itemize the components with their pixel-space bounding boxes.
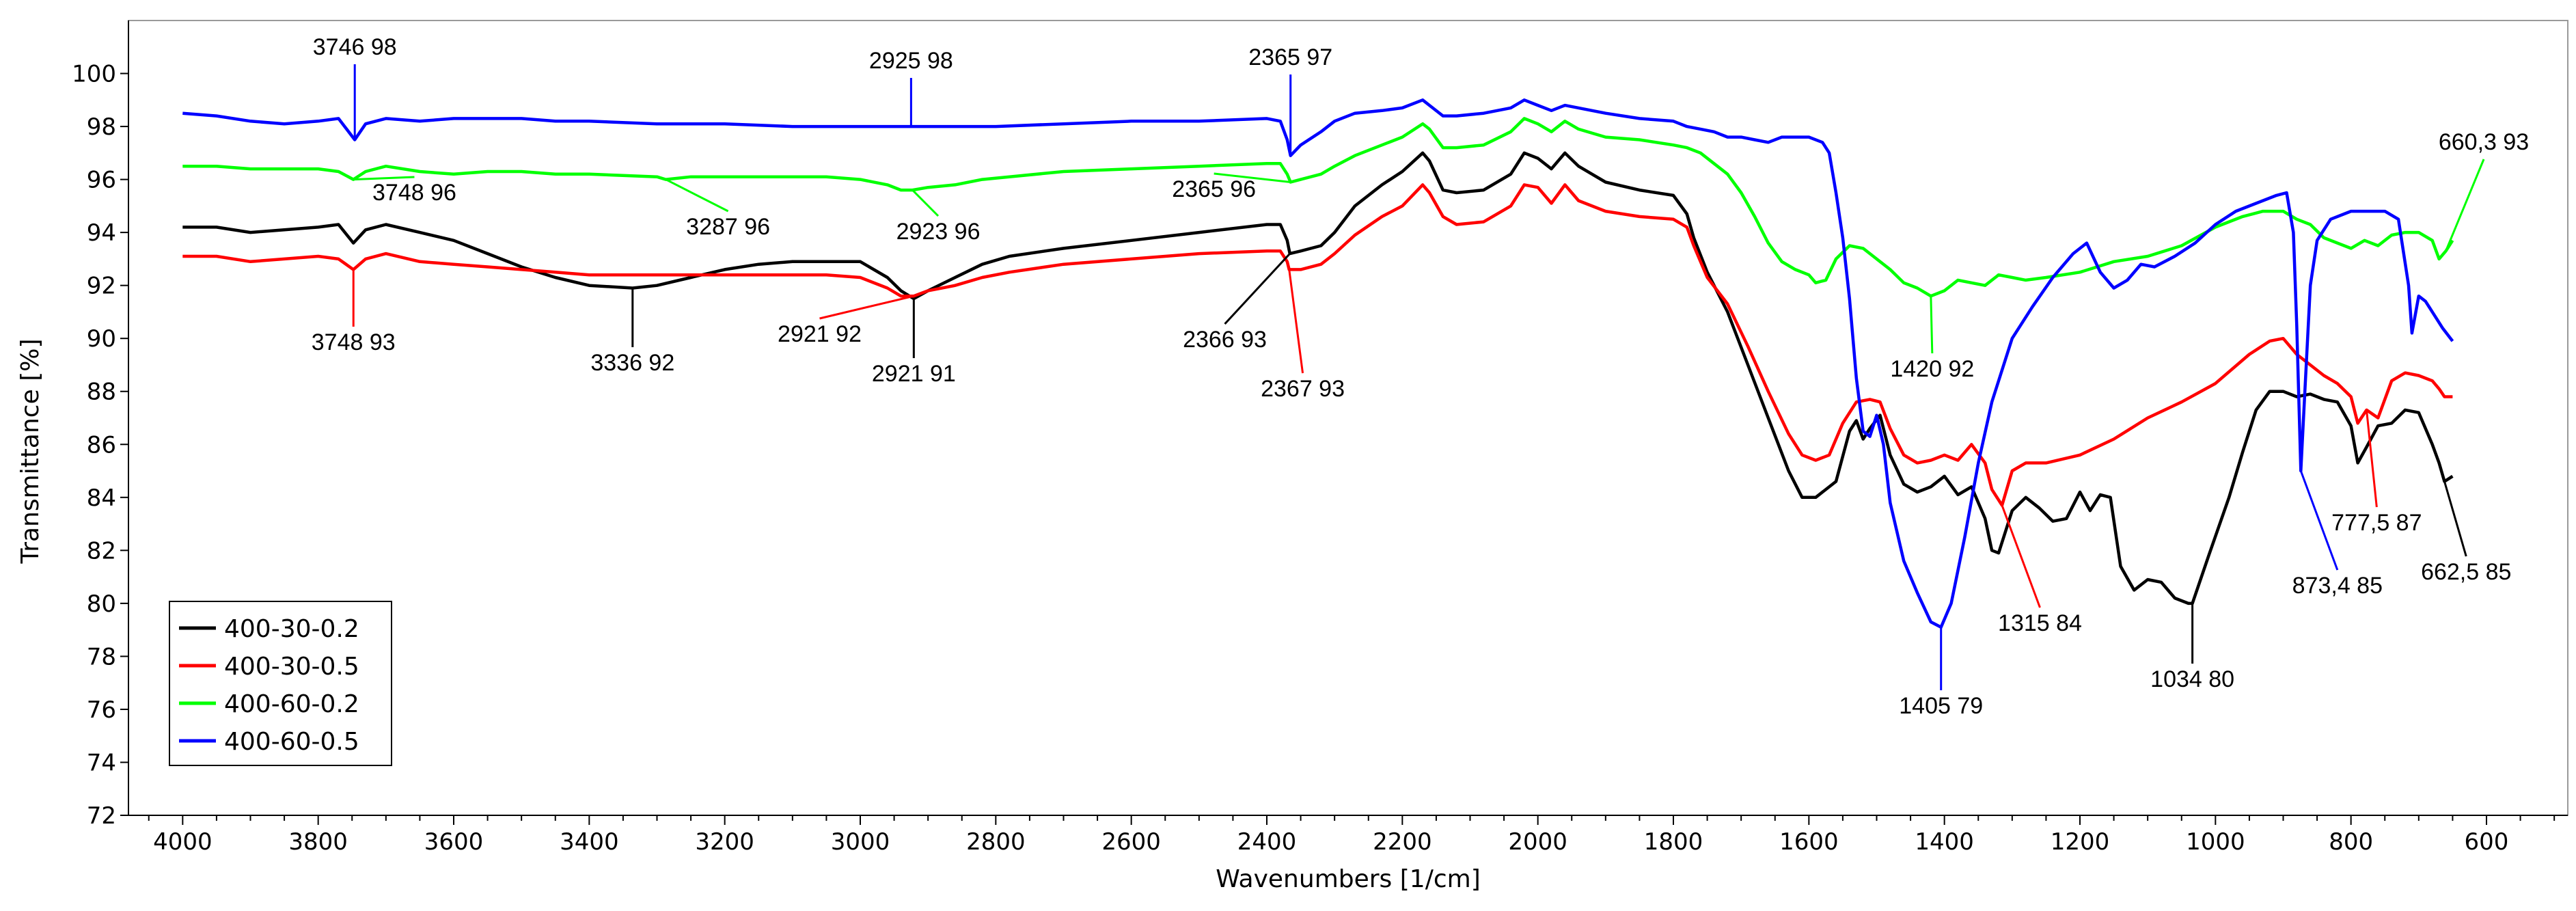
annotation-label: 3748 96 (372, 180, 456, 206)
legend-label: 400-30-0.2 (224, 615, 359, 643)
x-tick-label: 3800 (288, 828, 348, 856)
annotation-label: 660,3 93 (2439, 129, 2529, 155)
y-tick-label: 94 (87, 219, 116, 247)
annotation-label: 2921 91 (872, 361, 956, 387)
x-tick-label: 4000 (153, 828, 213, 856)
y-tick-label: 78 (87, 643, 116, 670)
y-tick-label: 98 (87, 113, 116, 141)
annotation-label: 2366 93 (1183, 327, 1267, 353)
series-line-400-30-0.5 (182, 183, 2453, 507)
annotation-leader (2299, 470, 2339, 571)
annotation-leader (1288, 269, 1304, 374)
annotation-label: 1405 79 (1899, 693, 1983, 719)
annotation-leader (353, 176, 415, 181)
series-line-400-60-0.2 (182, 117, 2454, 298)
annotation-label: 2921 92 (778, 321, 862, 347)
series-line-400-30-0.2 (182, 151, 2454, 606)
x-tick-label: 2600 (1101, 828, 1161, 856)
y-tick-label: 86 (87, 431, 116, 459)
annotation-label: 3748 93 (312, 329, 396, 355)
x-tick-label: 1400 (1915, 828, 1974, 856)
annotation-label: 3287 96 (686, 214, 770, 240)
x-tick-label: 1600 (1779, 828, 1839, 856)
x-tick-label: 1000 (2186, 828, 2245, 856)
y-tick-label: 90 (87, 325, 116, 353)
annotation-leader (2445, 159, 2485, 251)
annotation-leader (2001, 504, 2041, 608)
annotation-leader (665, 178, 729, 213)
x-axis-title: Wavenumbers [1/cm] (1216, 865, 1481, 893)
y-axis-title: Transmittance [%] (16, 339, 44, 565)
annotation-label: 1034 80 (2150, 666, 2234, 692)
series-line-400-60-0.5 (182, 98, 2454, 629)
annotation-leader (1930, 296, 1934, 354)
annotation-label: 2365 97 (1248, 44, 1332, 70)
annotation-leader (1224, 253, 1291, 325)
x-tick-label: 2800 (966, 828, 1026, 856)
annotation-label: 1315 84 (1998, 610, 2082, 636)
x-axis-ticks: 4000 3800 3600 3400 3200 3000 2800 2600 2400 2200… (148, 815, 2556, 856)
annotation-label: 777,5 87 (2331, 510, 2422, 536)
x-tick-label: 3600 (424, 828, 484, 856)
annotation-label: 2365 96 (1172, 176, 1256, 202)
annotation-label: 3746 98 (313, 34, 397, 60)
x-tick-label: 3000 (831, 828, 890, 856)
annotation-label: 2367 93 (1261, 376, 1345, 402)
x-tick-label: 3200 (695, 828, 754, 856)
y-tick-label: 92 (87, 273, 116, 300)
legend-label: 400-60-0.5 (224, 728, 359, 756)
annotation-label: 662,5 85 (2421, 559, 2511, 585)
legend-label: 400-60-0.2 (224, 690, 359, 718)
x-tick-label: 800 (2329, 828, 2373, 856)
x-tick-label: 2200 (1373, 828, 1432, 856)
x-tick-label: 3400 (560, 828, 619, 856)
y-tick-label: 80 (87, 590, 116, 618)
legend-label: 400-30-0.5 (224, 653, 359, 681)
series-layer (182, 98, 2454, 629)
annotation-label: 873,4 85 (2292, 573, 2383, 599)
legend: 400-30-0.2 400-30-0.5 400-60-0.2 400-60-0.5 (169, 601, 392, 766)
y-tick-label: 88 (87, 379, 116, 406)
annotation-leader (912, 189, 940, 217)
peak-annotations: 3746 98 2925 98 2365 97 1405 79 873,4 85 3748… (312, 34, 2529, 719)
y-tick-label: 100 (72, 61, 116, 88)
y-tick-label: 72 (87, 802, 116, 830)
annotation-leader (2365, 409, 2378, 508)
annotation-leader (1214, 172, 1291, 183)
y-tick-label: 74 (87, 749, 116, 776)
y-tick-label: 76 (87, 696, 116, 724)
y-axis-ticks: 72 74 76 78 80 82 84 86 88 90 92 94 96 98 100 (72, 61, 128, 830)
x-tick-label: 600 (2465, 828, 2509, 856)
x-tick-label: 2000 (1508, 828, 1567, 856)
x-tick-label: 2400 (1237, 828, 1297, 856)
annotation-label: 3336 92 (590, 350, 674, 376)
annotation-label: 1420 92 (1890, 356, 1974, 382)
annotation-label: 2923 96 (896, 219, 981, 245)
x-tick-label: 1800 (1644, 828, 1703, 856)
y-tick-label: 96 (87, 167, 116, 194)
annotation-label: 2925 98 (869, 48, 953, 74)
plot-area-border (128, 20, 2568, 816)
annotation-leader (2443, 481, 2467, 557)
y-tick-label: 82 (87, 537, 116, 565)
y-tick-label: 84 (87, 485, 116, 512)
x-tick-label: 1200 (2051, 828, 2110, 856)
annotation-leader (819, 295, 914, 320)
